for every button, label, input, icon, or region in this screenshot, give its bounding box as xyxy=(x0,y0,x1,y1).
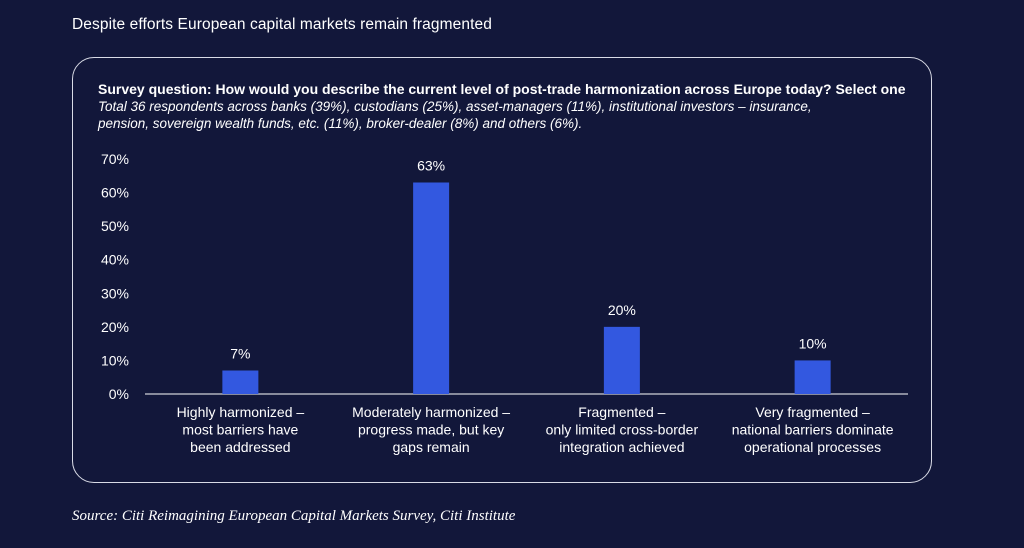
respondents-note: Total 36 respondents across banks (39%),… xyxy=(98,98,908,132)
y-tick-label: 10% xyxy=(101,352,129,368)
x-category-label-line: been addressed xyxy=(190,439,290,455)
page-title: Despite efforts European capital markets… xyxy=(72,16,492,33)
x-category-label-line: Highly harmonized – xyxy=(177,404,305,420)
x-category-label: Very fragmented – national barriers domin… xyxy=(732,404,894,455)
bar xyxy=(794,360,831,394)
x-category-label: Moderately harmonized – progress made, bu… xyxy=(352,404,510,455)
chart-card xyxy=(72,57,932,483)
bar-value-label: 10% xyxy=(799,335,827,351)
respondents-line-2: pension, sovereign wealth funds, etc. (1… xyxy=(98,116,583,131)
bar xyxy=(413,182,450,394)
x-category-label-line: progress made, but key xyxy=(358,422,504,438)
y-tick-label: 40% xyxy=(101,252,129,268)
bar-value-label: 7% xyxy=(230,346,250,362)
x-category-label-line: integration achieved xyxy=(559,439,684,455)
source-note: Source: Citi Reimagining European Capita… xyxy=(72,508,516,524)
y-tick-label: 30% xyxy=(101,285,129,301)
x-category-label-line: gaps remain xyxy=(393,439,470,455)
bar-value-label: 63% xyxy=(417,158,445,174)
y-tick-label: 50% xyxy=(101,218,129,234)
x-category-label-line: most barriers have xyxy=(182,422,298,438)
bar xyxy=(222,370,259,394)
x-category-label-line: only limited cross-border xyxy=(546,422,699,438)
survey-question: Survey question: How would you describe … xyxy=(98,81,906,97)
bar xyxy=(603,326,640,394)
respondents-line-1: Total 36 respondents across banks (39%),… xyxy=(98,99,812,114)
x-category-label-line: Fragmented – xyxy=(578,404,665,420)
x-category-label: Fragmented – only limited cross-border int… xyxy=(546,404,699,455)
x-category-label-line: Very fragmented – xyxy=(755,404,870,420)
x-category-label-line: national barriers dominate xyxy=(732,422,894,438)
y-tick-label: 60% xyxy=(101,185,129,201)
y-tick-label: 0% xyxy=(109,386,129,402)
x-category-label-line: Moderately harmonized – xyxy=(352,404,510,420)
y-tick-label: 20% xyxy=(101,319,129,335)
x-category-label-line: operational processes xyxy=(744,439,881,455)
bar-value-label: 20% xyxy=(608,302,636,318)
y-tick-label: 70% xyxy=(101,151,129,167)
x-category-label: Highly harmonized – most barriers have bee… xyxy=(177,404,305,455)
